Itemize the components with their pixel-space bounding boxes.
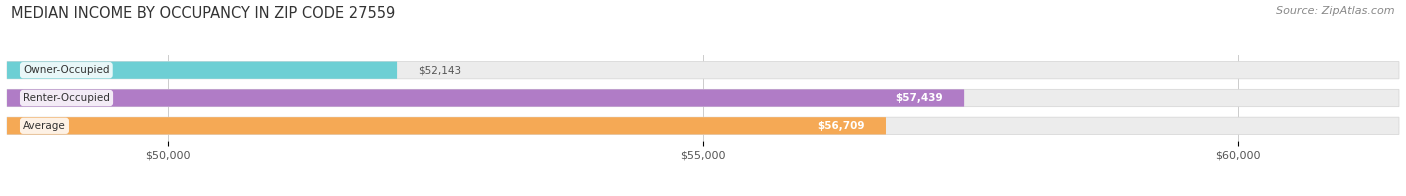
- FancyBboxPatch shape: [7, 62, 396, 79]
- Text: $52,143: $52,143: [419, 65, 461, 75]
- Text: Source: ZipAtlas.com: Source: ZipAtlas.com: [1277, 6, 1395, 16]
- Text: Owner-Occupied: Owner-Occupied: [22, 65, 110, 75]
- FancyBboxPatch shape: [7, 89, 1399, 107]
- Text: Renter-Occupied: Renter-Occupied: [22, 93, 110, 103]
- Text: MEDIAN INCOME BY OCCUPANCY IN ZIP CODE 27559: MEDIAN INCOME BY OCCUPANCY IN ZIP CODE 2…: [11, 6, 395, 21]
- FancyBboxPatch shape: [7, 117, 1399, 134]
- FancyBboxPatch shape: [7, 89, 965, 107]
- Text: Average: Average: [22, 121, 66, 131]
- FancyBboxPatch shape: [7, 117, 886, 134]
- Text: $56,709: $56,709: [817, 121, 865, 131]
- Text: $57,439: $57,439: [896, 93, 943, 103]
- FancyBboxPatch shape: [7, 62, 1399, 79]
